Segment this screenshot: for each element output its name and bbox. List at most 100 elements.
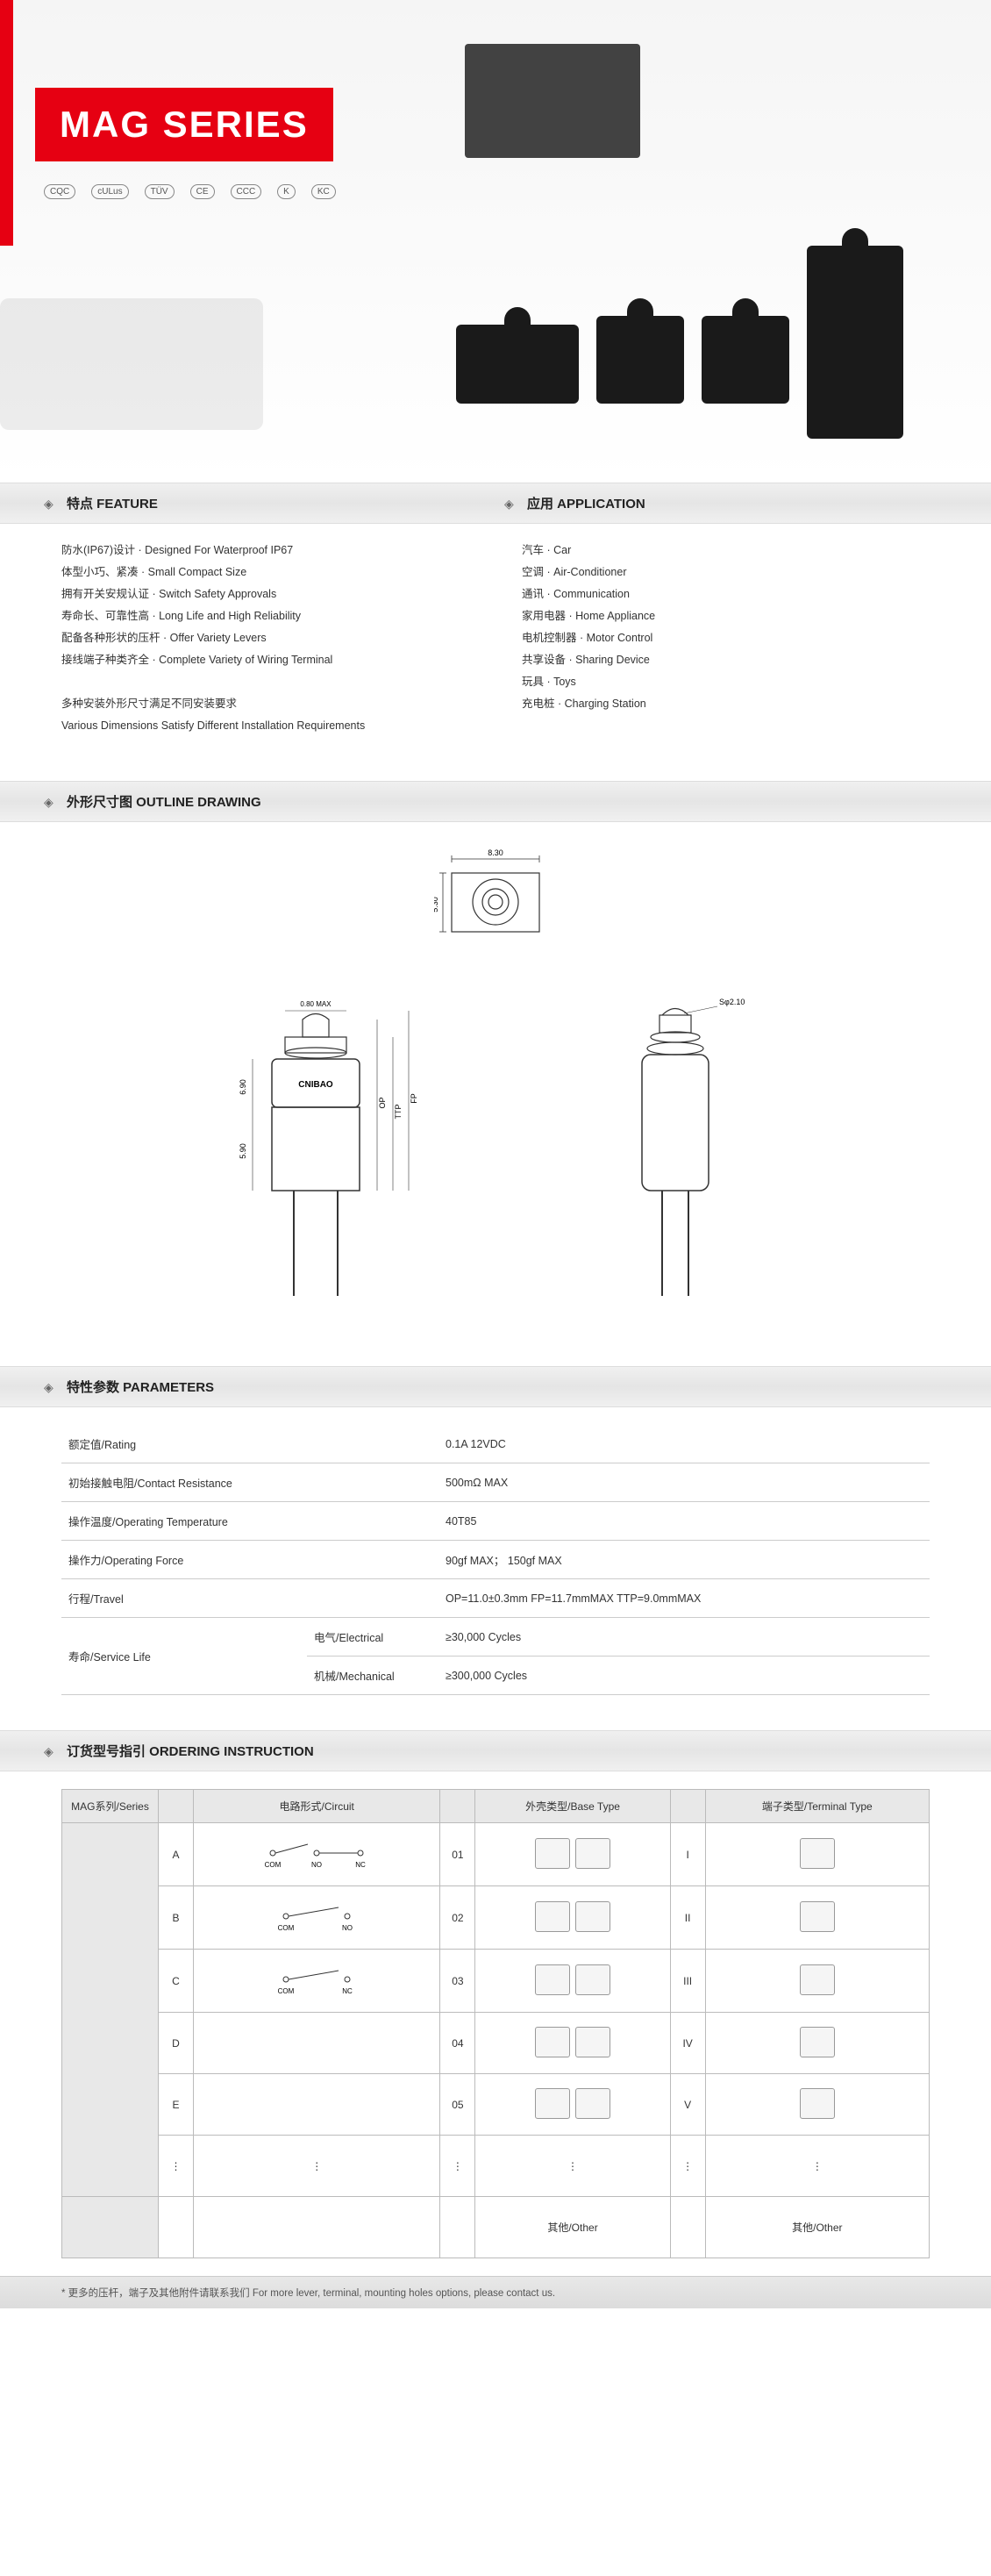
feature-heading: 特点 FEATURE: [67, 494, 158, 512]
feature-line: 多种安装外形尺寸满足不同安装要求: [61, 693, 469, 715]
red-accent-bar: [0, 0, 13, 246]
order-series-blank: [62, 2197, 159, 2258]
order-th-blank: [159, 1790, 194, 1823]
cert-badge: K: [277, 184, 296, 199]
order-terminal-code: II: [670, 1886, 705, 1950]
diamond-icon: [44, 795, 58, 809]
order-terminal-code: ⋮: [670, 2136, 705, 2197]
application-line: 家用电器 · Home Appliance: [522, 605, 930, 627]
order-base-code: 01: [440, 1823, 475, 1886]
feature-application-row: 特点 FEATURE 防水(IP67)设计 · Designed For Wat…: [0, 483, 991, 763]
front-view-drawing: 0.80 MAX CNIBAO 6.90 5.90 OP TTP FP: [202, 989, 430, 1305]
diamond-icon: [504, 497, 518, 511]
param-value: 0.1A 12VDC: [438, 1425, 930, 1463]
product-silhouette: [702, 316, 789, 404]
product-silhouette: [596, 316, 684, 404]
feature-line: 防水(IP67)设计 · Designed For Waterproof IP6…: [61, 540, 469, 562]
order-circuit-code: E: [159, 2074, 194, 2136]
param-label: 额定值/Rating: [61, 1425, 438, 1463]
svg-text:NO: NO: [342, 1924, 353, 1932]
cert-badge: TÜV: [145, 184, 175, 199]
param-life-elec-value: ≥30,000 Cycles: [438, 1618, 930, 1657]
hero-banner: MAG SERIES CQC cULus TÜV CE CCC K KC: [0, 0, 991, 483]
order-circuit-code: ⋮: [159, 2136, 194, 2197]
order-circuit-code: B: [159, 1886, 194, 1950]
order-cell: [159, 2197, 194, 2258]
dim-sphere: Sφ2.10: [719, 998, 745, 1006]
ordering-heading: 订货型号指引 ORDERING INSTRUCTION: [67, 1742, 314, 1760]
hero-car-image: [0, 298, 263, 430]
order-circuit-diagram: COMNC: [194, 1950, 440, 2013]
order-base-image: [475, 1950, 670, 2013]
param-value: 40T85: [438, 1502, 930, 1541]
order-base-image: [475, 2013, 670, 2074]
order-circuit-diagram: ⋮: [194, 2136, 440, 2197]
dim-op: OP: [378, 1097, 387, 1108]
application-column: 应用 APPLICATION 汽车 · Car空调 · Air-Conditio…: [522, 500, 930, 737]
side-view-drawing: Sφ2.10: [561, 989, 789, 1305]
top-view-drawing: 8.30 5.30: [434, 848, 557, 954]
param-life-label: 寿命/Service Life: [61, 1618, 307, 1695]
feature-line: 拥有开关安规认证 · Switch Safety Approvals: [61, 583, 469, 605]
outline-drawing-area: 8.30 5.30 0.80 MAX CNIBAO 6.90 5.90 OP: [0, 822, 991, 1349]
application-line: 通讯 · Communication: [522, 583, 930, 605]
order-other: 其他/Other: [705, 2197, 929, 2258]
diamond-icon: [44, 1744, 58, 1758]
order-terminal-code: I: [670, 1823, 705, 1886]
order-th-blank: [670, 1790, 705, 1823]
order-circuit-code: C: [159, 1950, 194, 2013]
param-life-mech-value: ≥300,000 Cycles: [438, 1657, 930, 1695]
application-line: 空调 · Air-Conditioner: [522, 562, 930, 583]
hero-product-lineup: [456, 246, 903, 404]
order-base-code: 05: [440, 2074, 475, 2136]
cert-badge: CCC: [231, 184, 262, 199]
dim-front-w: 6.90: [239, 1079, 247, 1095]
order-terminal-image: [705, 2074, 929, 2136]
parameters-table: 额定值/Rating0.1A 12VDC初始接触电阻/Contact Resis…: [61, 1425, 930, 1695]
application-line: 汽车 · Car: [522, 540, 930, 562]
dim-gap: 0.80 MAX: [300, 1000, 332, 1008]
application-line: 共享设备 · Sharing Device: [522, 649, 930, 671]
order-terminal-code: III: [670, 1950, 705, 2013]
order-circuit-diagram: [194, 2074, 440, 2136]
order-th-series: MAG系列/Series: [62, 1790, 159, 1823]
order-terminal-image: [705, 1950, 929, 2013]
order-circuit-code: D: [159, 2013, 194, 2074]
feature-column: 特点 FEATURE 防水(IP67)设计 · Designed For Wat…: [61, 500, 469, 737]
param-life-elec-label: 电气/Electrical: [307, 1618, 438, 1657]
order-cell: [440, 2197, 475, 2258]
order-circuit-diagram: COMNONC: [194, 1823, 440, 1886]
order-th-circuit: 电路形式/Circuit: [194, 1790, 440, 1823]
series-title: MAG SERIES: [35, 88, 333, 161]
feature-line: [61, 671, 469, 693]
order-cell: [670, 2197, 705, 2258]
feature-line: Various Dimensions Satisfy Different Ins…: [61, 715, 469, 737]
dim-top-h: 5.30: [434, 897, 439, 912]
dim-front-h: 5.90: [239, 1143, 247, 1159]
hero-chip-image: [465, 44, 640, 158]
order-other: 其他/Other: [475, 2197, 670, 2258]
application-line: 玩具 · Toys: [522, 671, 930, 693]
param-label: 初始接触电阻/Contact Resistance: [61, 1463, 438, 1502]
order-base-code: 02: [440, 1886, 475, 1950]
order-circuit-code: A: [159, 1823, 194, 1886]
cert-badge: cULus: [91, 184, 128, 199]
order-terminal-image: ⋮: [705, 2136, 929, 2197]
param-label: 行程/Travel: [61, 1579, 438, 1618]
brand-label: CNIBAO: [298, 1080, 333, 1090]
order-base-image: ⋮: [475, 2136, 670, 2197]
certification-row: CQC cULus TÜV CE CCC K KC: [44, 184, 336, 199]
svg-text:NC: NC: [342, 1987, 353, 1995]
ordering-header: 订货型号指引 ORDERING INSTRUCTION: [0, 1730, 991, 1771]
param-life-mech-label: 机械/Mechanical: [307, 1657, 438, 1695]
order-terminal-image: [705, 1823, 929, 1886]
feature-line: 接线端子种类齐全 · Complete Variety of Wiring Te…: [61, 649, 469, 671]
application-line: 充电桩 · Charging Station: [522, 693, 930, 715]
diamond-icon: [44, 497, 58, 511]
order-series-cell: [62, 1823, 159, 2197]
order-terminal-code: V: [670, 2074, 705, 2136]
order-th-base: 外壳类型/Base Type: [475, 1790, 670, 1823]
outline-header: 外形尺寸图 OUTLINE DRAWING: [0, 781, 991, 822]
cert-badge: CE: [190, 184, 215, 199]
application-heading: 应用 APPLICATION: [527, 494, 645, 512]
